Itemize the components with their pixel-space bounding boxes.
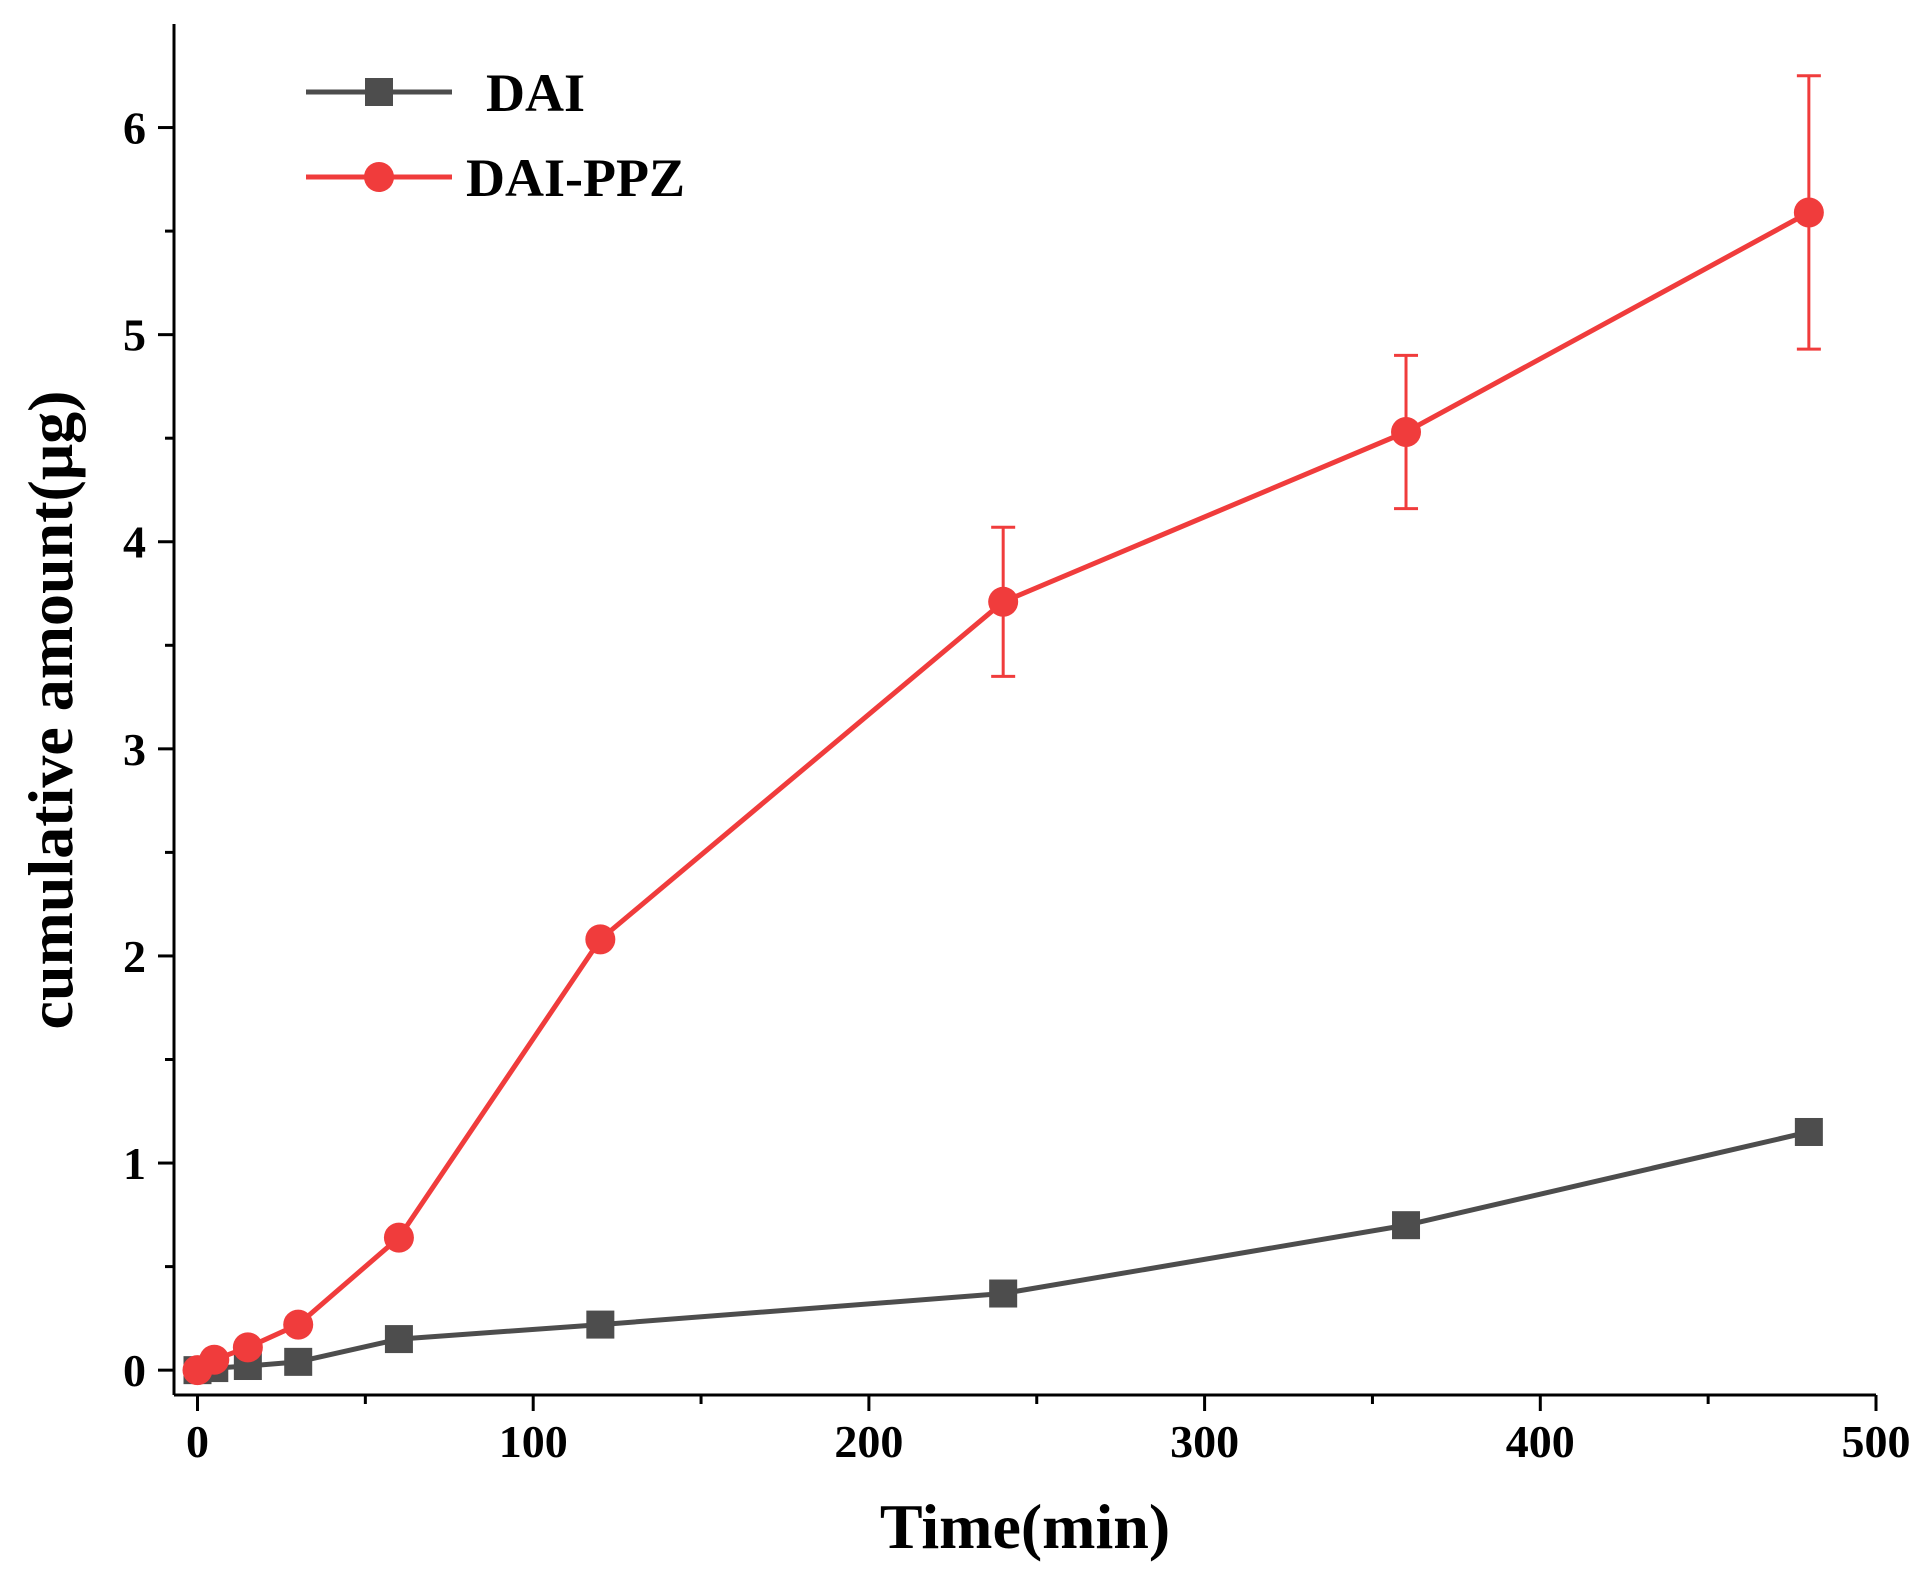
data-point [199, 1344, 230, 1375]
data-point [384, 1325, 413, 1354]
legend-label: DAI-PPZ [466, 148, 685, 208]
x-tick-label: 0 [186, 1416, 209, 1467]
y-tick-label: 1 [123, 1138, 146, 1189]
data-point [1794, 1117, 1823, 1146]
series-line [196, 210, 1811, 1373]
y-tick-label: 6 [123, 103, 146, 154]
data-point [232, 1332, 263, 1363]
data-point [1391, 416, 1422, 447]
data-point [283, 1309, 314, 1340]
legend-label: DAI [486, 63, 585, 123]
y-tick-label: 4 [123, 517, 146, 568]
data-point [383, 1222, 414, 1253]
y-tick-label: 0 [123, 1345, 146, 1396]
data-point [586, 1310, 615, 1339]
x-tick-label: 400 [1506, 1416, 1575, 1467]
y-tick-label: 5 [123, 310, 146, 361]
legend-marker [365, 78, 393, 106]
x-tick-label: 300 [1170, 1416, 1239, 1467]
x-tick-label: 500 [1842, 1416, 1911, 1467]
data-point [1793, 197, 1824, 228]
y-tick-label: 3 [123, 724, 146, 775]
data-point [1392, 1211, 1421, 1240]
x-tick-label: 200 [834, 1416, 903, 1467]
x-axis-title: Time(min) [880, 1491, 1170, 1562]
data-point [988, 586, 1019, 617]
x-tick-label: 100 [499, 1416, 568, 1467]
series-dai-ppz [182, 74, 1824, 1386]
legend-marker [364, 162, 394, 192]
y-tick-label: 2 [123, 931, 146, 982]
data-point [284, 1347, 313, 1376]
data-point [585, 924, 616, 955]
series-line [197, 1129, 1810, 1373]
y-axis-title: cumulative amount(μg) [15, 391, 86, 1030]
legend: DAI DAI-PPZ [306, 63, 685, 208]
data-point [989, 1279, 1018, 1308]
series-dai [183, 1117, 1823, 1385]
